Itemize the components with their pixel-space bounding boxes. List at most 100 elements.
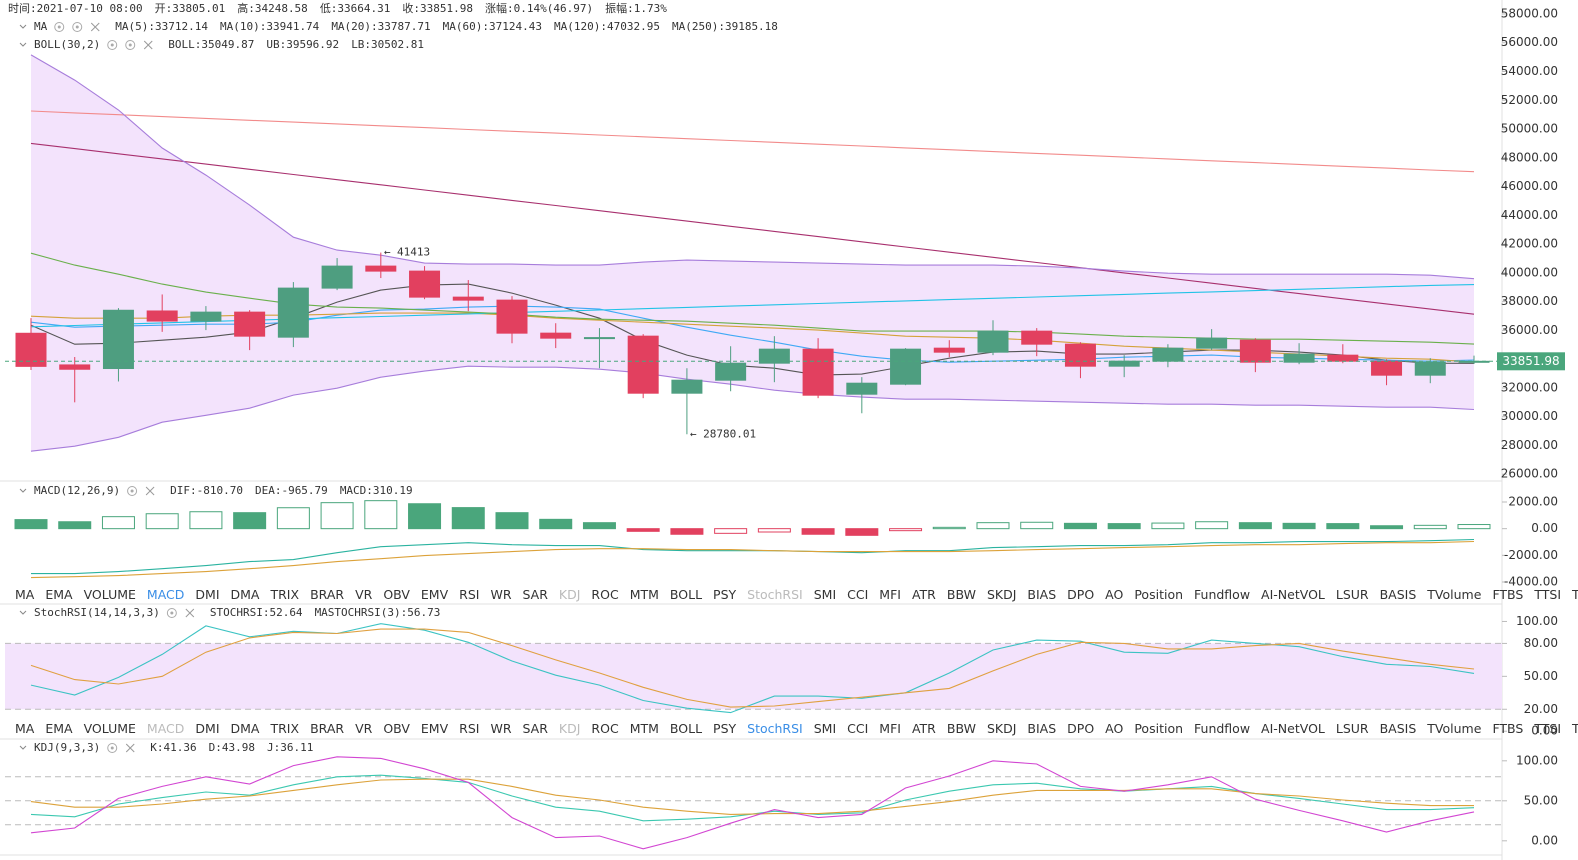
indicator-tab[interactable]: BIAS: [1027, 720, 1057, 736]
indicator-tab[interactable]: MACD: [146, 586, 185, 602]
price-annotation: ← 28780.01: [690, 427, 756, 440]
indicator-tab[interactable]: MA: [15, 586, 35, 602]
indicator-tab[interactable]: StochRSI: [747, 586, 803, 602]
indicator-tab[interactable]: TRIX: [270, 720, 300, 736]
legend-entry: StochRSI(14,14,3,3): [34, 606, 160, 619]
indicator-tab[interactable]: DMA: [230, 586, 260, 602]
indicator-tab[interactable]: BBW: [946, 586, 976, 602]
indicator-tab[interactable]: TVolume: [1427, 586, 1482, 602]
y-tick-label: 50.00: [1524, 669, 1558, 683]
indicator-tab[interactable]: StochRSI: [747, 720, 803, 736]
indicator-tab[interactable]: EMV: [420, 586, 449, 602]
indicator-tab[interactable]: KDJ: [558, 720, 581, 736]
legend-entry: BOLL:35049.87: [168, 38, 254, 51]
indicator-tab[interactable]: MFI: [879, 586, 901, 602]
indicator-tab[interactable]: MACD: [146, 720, 185, 736]
macd-bar: [1282, 522, 1316, 530]
macd-bar: [1063, 522, 1097, 530]
indicator-tab[interactable]: VR: [355, 720, 373, 736]
indicator-tab[interactable]: DMA: [230, 720, 260, 736]
indicator-tab[interactable]: SAR: [522, 720, 548, 736]
settings-icon: [125, 40, 136, 50]
band-area: [5, 643, 1502, 710]
macd-bar: [1238, 522, 1272, 530]
indicator-tab[interactable]: SKDJ: [986, 586, 1017, 602]
indicator-tab[interactable]: TTSI: [1534, 586, 1562, 602]
indicator-tab[interactable]: ATR: [911, 586, 936, 602]
indicator-tab[interactable]: SAR: [522, 586, 548, 602]
settings-icon: [127, 486, 138, 496]
indicator-tab[interactable]: CCI: [847, 586, 869, 602]
indicator-tab[interactable]: BIAS: [1027, 586, 1057, 602]
indicator-tab[interactable]: LSUR: [1335, 586, 1369, 602]
indicator-tab[interactable]: BOLL: [669, 720, 703, 736]
indicator-tab[interactable]: Fundflow: [1194, 586, 1251, 602]
indicator-tab[interactable]: BBW: [946, 720, 976, 736]
indicator-tab[interactable]: OBV: [383, 720, 410, 736]
indicator-tab[interactable]: RSI: [459, 586, 480, 602]
icon-dot: [130, 489, 134, 493]
indicator-tab[interactable]: EMV: [420, 720, 449, 736]
indicator-tab[interactable]: EMA: [45, 586, 73, 602]
indicator-tab[interactable]: RSI: [459, 720, 480, 736]
indicator-tab[interactable]: ROC: [591, 586, 619, 602]
indicator-tab[interactable]: DPO: [1067, 720, 1095, 736]
indicator-tab[interactable]: DMI: [195, 586, 220, 602]
indicator-tab[interactable]: MA: [15, 720, 35, 736]
indicator-tab[interactable]: BASIS: [1379, 586, 1417, 602]
indicator-tab[interactable]: TTMU: [1572, 720, 1578, 736]
indicator-tab[interactable]: FTBS: [1492, 720, 1524, 736]
indicator-tab[interactable]: VR: [355, 586, 373, 602]
indicator-tab[interactable]: DPO: [1067, 586, 1095, 602]
indicator-tab[interactable]: MTM: [629, 720, 659, 736]
indicator-tab[interactable]: AI-NetVOL: [1261, 586, 1325, 602]
indicator-tab[interactable]: KDJ: [558, 586, 581, 602]
y-tick-label: 40000.00: [1501, 265, 1558, 279]
candle-body: [540, 332, 572, 339]
visibility-icon: [54, 22, 65, 32]
indicator-tab[interactable]: MFI: [879, 720, 901, 736]
indicator-tab[interactable]: OBV: [383, 586, 410, 602]
indicator-tab[interactable]: MTM: [629, 586, 659, 602]
candle-body: [583, 337, 615, 340]
indicator-tab[interactable]: ATR: [911, 720, 936, 736]
indicator-tab[interactable]: TTSI: [1534, 720, 1562, 736]
indicator-tab[interactable]: PSY: [713, 720, 737, 736]
indicator-tab[interactable]: FTBS: [1492, 586, 1524, 602]
indicator-tab[interactable]: BRAR: [310, 586, 345, 602]
indicator-tab[interactable]: Fundflow: [1194, 720, 1251, 736]
indicator-tab[interactable]: DMI: [195, 720, 220, 736]
indicator-tab[interactable]: PSY: [713, 586, 737, 602]
indicator-tab[interactable]: LSUR: [1335, 720, 1369, 736]
indicator-tab[interactable]: AO: [1105, 720, 1124, 736]
indicator-tab[interactable]: EMA: [45, 720, 73, 736]
indicator-tab[interactable]: SKDJ: [986, 720, 1017, 736]
macd-bar: [1107, 523, 1141, 530]
indicator-tab[interactable]: WR: [490, 720, 512, 736]
indicator-tab[interactable]: ROC: [591, 720, 619, 736]
indicator-tab[interactable]: WR: [490, 586, 512, 602]
indicator-tab[interactable]: SMI: [813, 720, 837, 736]
indicator-tab[interactable]: AI-NetVOL: [1261, 720, 1325, 736]
indicator-tab[interactable]: TTMU: [1572, 586, 1578, 602]
indicator-tab[interactable]: BOLL: [669, 586, 703, 602]
indicator-tab[interactable]: VOLUME: [83, 586, 136, 602]
y-tick-label: 2000.00: [1508, 495, 1558, 509]
y-tick-label: 44000.00: [1501, 208, 1558, 222]
legend-entry: BOLL(30,2): [34, 38, 100, 51]
indicator-tab[interactable]: AO: [1105, 586, 1124, 602]
indicator-tab[interactable]: TRIX: [270, 586, 300, 602]
indicator-tab[interactable]: BASIS: [1379, 720, 1417, 736]
candle-body: [452, 296, 484, 301]
indicator-tab[interactable]: SMI: [813, 586, 837, 602]
series-line: [30, 252, 1475, 345]
indicator-tab[interactable]: VOLUME: [83, 720, 136, 736]
legend-entry: UB:39596.92: [266, 38, 339, 51]
indicator-tab[interactable]: CCI: [847, 720, 869, 736]
indicator-tab[interactable]: Position: [1134, 586, 1184, 602]
candle-body: [846, 382, 878, 395]
indicator-tab[interactable]: BRAR: [310, 720, 345, 736]
indicator-tab[interactable]: Position: [1134, 720, 1184, 736]
indicator-tab[interactable]: TVolume: [1427, 720, 1482, 736]
